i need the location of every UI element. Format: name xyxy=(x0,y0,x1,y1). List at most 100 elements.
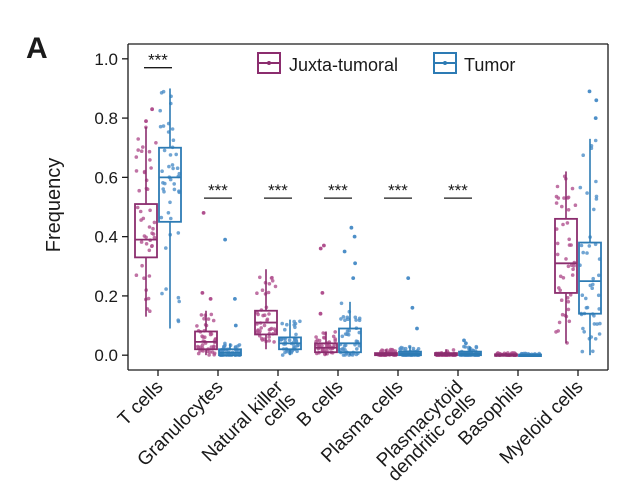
data-point xyxy=(283,327,287,332)
data-point xyxy=(393,349,398,353)
data-point xyxy=(339,301,344,306)
data-point xyxy=(212,344,216,349)
outlier-point xyxy=(150,107,155,112)
data-point xyxy=(262,323,267,328)
data-point xyxy=(555,252,560,257)
data-point xyxy=(557,320,562,325)
data-point xyxy=(171,138,176,142)
data-point xyxy=(209,312,214,317)
data-point xyxy=(557,286,561,290)
data-point xyxy=(353,315,358,320)
data-point xyxy=(555,241,560,246)
data-point xyxy=(148,158,152,162)
outlier-point xyxy=(415,326,419,331)
data-point xyxy=(154,141,158,145)
box-iqr xyxy=(194,330,218,351)
data-point xyxy=(333,330,338,334)
data-point xyxy=(331,334,336,339)
data-point xyxy=(566,208,571,212)
data-point xyxy=(172,182,176,186)
box-iqr xyxy=(578,241,602,315)
data-point xyxy=(202,316,206,321)
data-point xyxy=(558,274,563,279)
data-point xyxy=(314,339,318,344)
y-tick-label: 0.6 xyxy=(94,168,118,187)
data-point xyxy=(562,196,566,200)
data-point xyxy=(332,343,337,348)
data-point xyxy=(357,318,362,323)
outlier-point xyxy=(462,338,466,343)
outlier-point xyxy=(352,234,357,239)
data-point xyxy=(170,127,175,131)
data-point xyxy=(567,237,571,242)
data-point xyxy=(211,318,216,323)
outlier-point xyxy=(233,323,238,328)
data-point xyxy=(164,287,168,291)
data-point xyxy=(150,244,154,248)
data-point xyxy=(598,321,602,326)
data-point xyxy=(597,307,601,311)
data-point xyxy=(139,218,143,222)
data-point xyxy=(571,267,575,272)
data-point xyxy=(561,276,566,280)
data-point xyxy=(474,345,479,350)
data-point xyxy=(162,189,166,194)
y-tick-label: 0.8 xyxy=(94,109,118,128)
data-point xyxy=(255,310,259,315)
significance-label: *** xyxy=(328,181,348,200)
data-point xyxy=(403,346,408,351)
y-tick-label: 1.0 xyxy=(94,50,118,69)
data-point xyxy=(292,323,297,327)
outlier-point xyxy=(144,119,148,123)
data-point xyxy=(159,215,164,220)
data-point xyxy=(594,179,598,184)
x-tick-label: T cells xyxy=(114,377,167,430)
data-point xyxy=(168,153,173,157)
data-point xyxy=(572,263,576,268)
data-point xyxy=(298,319,302,324)
data-point xyxy=(136,148,140,152)
data-point xyxy=(580,349,585,354)
legend: Juxta-tumoral Tumor xyxy=(257,52,515,75)
data-point xyxy=(168,177,173,182)
data-point xyxy=(451,348,456,352)
data-point xyxy=(172,187,177,192)
data-point xyxy=(177,189,181,193)
data-point xyxy=(158,108,162,113)
outlier-point xyxy=(322,243,326,248)
y-tick-label: 0.4 xyxy=(94,228,118,247)
box-iqr xyxy=(134,203,158,259)
data-point xyxy=(160,291,164,296)
data-point xyxy=(591,349,595,354)
data-point xyxy=(570,273,575,277)
data-point xyxy=(596,293,601,298)
data-point xyxy=(564,257,568,261)
data-point xyxy=(566,264,571,269)
data-point xyxy=(346,332,351,337)
data-point xyxy=(255,330,259,335)
data-point xyxy=(144,242,149,246)
box-iqr xyxy=(338,327,362,354)
outlier-point xyxy=(594,98,599,103)
data-point xyxy=(565,221,570,225)
legend-dot-tumor xyxy=(443,61,447,65)
data-point xyxy=(354,339,359,344)
data-point xyxy=(212,352,216,357)
legend-dot-juxta-tumoral xyxy=(267,61,271,65)
outlier-point xyxy=(410,305,415,310)
data-point xyxy=(151,226,155,231)
data-point xyxy=(314,335,318,339)
box-iqr xyxy=(554,217,578,294)
data-point xyxy=(581,326,585,331)
data-point xyxy=(354,318,358,322)
data-point xyxy=(176,295,181,300)
data-point xyxy=(161,124,166,128)
data-point xyxy=(269,276,274,280)
data-point xyxy=(566,307,571,312)
data-point xyxy=(568,293,573,297)
data-point xyxy=(345,315,350,320)
data-point xyxy=(584,296,588,301)
data-point xyxy=(135,205,140,210)
data-point xyxy=(592,314,596,318)
outlier-point xyxy=(593,116,598,120)
